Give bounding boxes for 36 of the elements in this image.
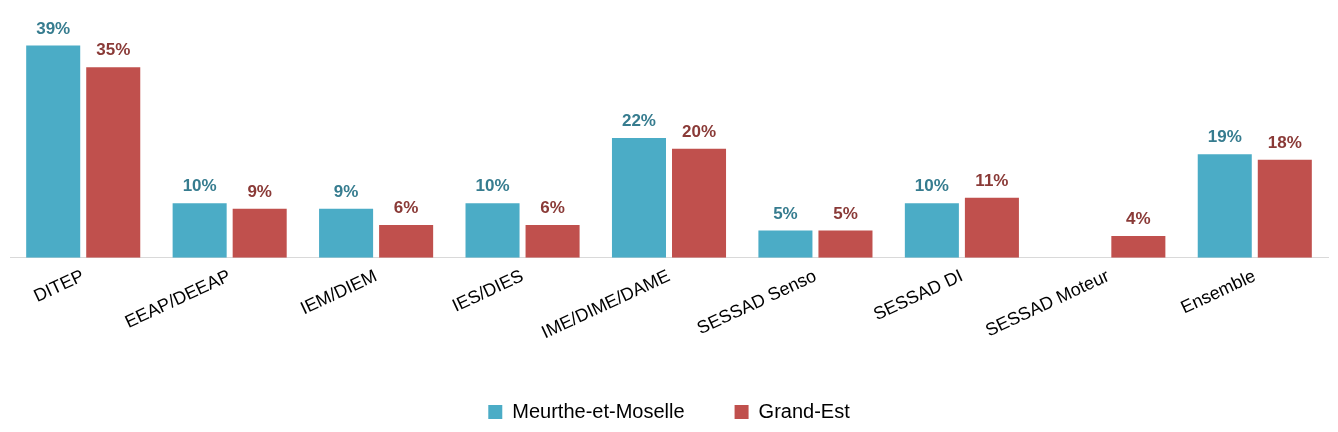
- bar: [86, 67, 141, 258]
- data-label: 4%: [1126, 209, 1151, 229]
- bar: [818, 230, 873, 258]
- data-label: 6%: [540, 198, 565, 218]
- bar: [672, 148, 727, 258]
- data-label: 20%: [682, 122, 717, 142]
- data-label: 19%: [1207, 127, 1242, 147]
- bar: [172, 203, 227, 258]
- data-label: 9%: [333, 181, 359, 201]
- data-label: 35%: [96, 40, 131, 60]
- data-label: 10%: [182, 176, 217, 196]
- legend-label: Meurthe-et-Moselle: [512, 399, 685, 422]
- bar: [758, 230, 813, 258]
- bar: [1111, 235, 1166, 258]
- data-label: 9%: [247, 181, 272, 201]
- data-label: 18%: [1267, 132, 1302, 152]
- bar: [26, 45, 81, 258]
- bar: [465, 203, 520, 258]
- data-label: 10%: [914, 176, 949, 196]
- data-label: 22%: [621, 111, 656, 131]
- bar: [1257, 159, 1312, 258]
- bar: [525, 225, 580, 258]
- bar: [379, 225, 434, 258]
- bar: [232, 208, 287, 258]
- data-label: 10%: [475, 176, 510, 196]
- bar: [904, 203, 959, 258]
- bar: [319, 208, 374, 258]
- data-label: 39%: [36, 18, 71, 38]
- data-label: 5%: [833, 203, 858, 223]
- data-label: 6%: [393, 198, 419, 218]
- bar: [611, 137, 666, 258]
- data-label: 11%: [975, 171, 1009, 190]
- data-label: 5%: [773, 203, 798, 223]
- bar: [1197, 154, 1252, 258]
- legend-label: Grand-Est: [758, 399, 851, 422]
- bar: [964, 197, 1019, 258]
